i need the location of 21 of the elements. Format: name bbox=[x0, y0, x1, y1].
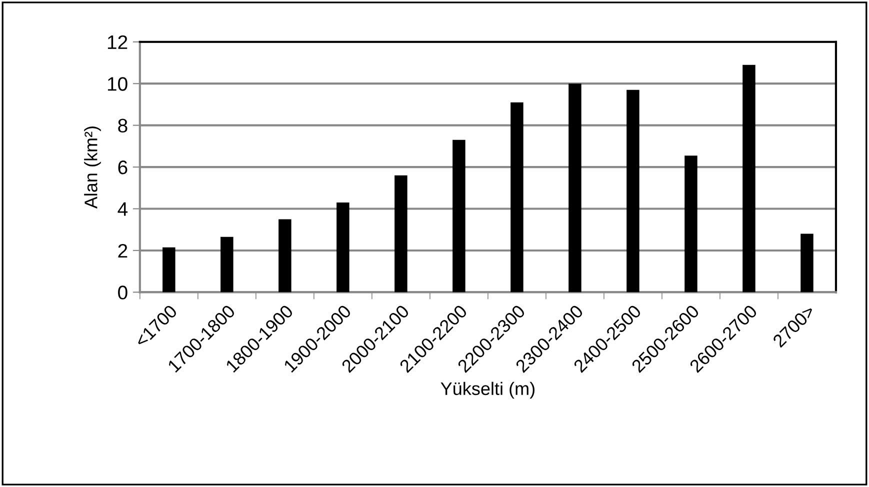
bar bbox=[394, 175, 408, 292]
bar bbox=[336, 202, 350, 292]
bar bbox=[452, 140, 466, 292]
y-tick-label: 8 bbox=[118, 118, 128, 133]
y-tick-label: 6 bbox=[118, 160, 128, 174]
y-tick-label: 12 bbox=[108, 35, 128, 49]
bar bbox=[220, 236, 234, 292]
bar bbox=[510, 102, 524, 292]
bar bbox=[278, 219, 292, 292]
y-tick-label: 10 bbox=[108, 77, 128, 91]
y-tick-label: 4 bbox=[118, 202, 128, 216]
bar bbox=[568, 84, 582, 292]
bar bbox=[684, 156, 698, 292]
bar bbox=[626, 90, 640, 292]
x-axis-title: Yükselti (m) bbox=[440, 382, 534, 399]
y-tick-label: 2 bbox=[118, 244, 128, 258]
y-axis-title: Alan (km²) bbox=[84, 126, 101, 209]
y-tick-label: 0 bbox=[118, 286, 128, 300]
bar bbox=[800, 234, 814, 292]
bar bbox=[742, 64, 756, 292]
bar bbox=[162, 247, 176, 292]
